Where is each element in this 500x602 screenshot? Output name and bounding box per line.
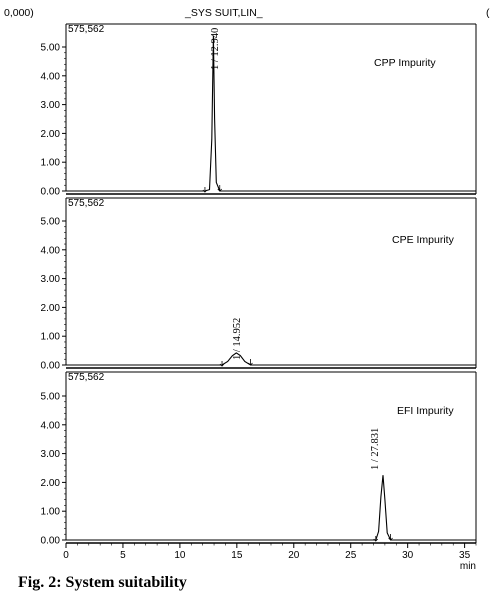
y-tick-label: 1.00 — [41, 158, 61, 169]
peak-label-2: 1 / 14.952 — [232, 318, 243, 360]
trace-panel-3 — [66, 475, 476, 541]
y-tick-label: 2.00 — [41, 478, 61, 489]
peak-start-marker — [219, 361, 225, 367]
y-tick-label: 2.00 — [41, 303, 61, 314]
peak-end-marker — [248, 359, 253, 366]
y-tick-label: 1.00 — [41, 332, 61, 343]
y-tick-label: 4.00 — [41, 420, 61, 431]
y-tick-label: 3.00 — [41, 274, 61, 285]
panel-3-top-value: 575,562 — [68, 372, 105, 383]
peak-label-1: 1 / 12.940 — [210, 28, 221, 70]
impurity-name-3: EFI Impurity — [397, 405, 454, 417]
x-tick-label: 10 — [174, 550, 186, 561]
corner-mark: ( — [486, 7, 490, 19]
panel-2-top-value: 575,562 — [68, 198, 105, 209]
x-tick-label: 0 — [63, 550, 69, 561]
peak-start-marker — [373, 536, 379, 542]
peak-end-marker — [388, 534, 393, 541]
method-label: _SYS SUIT,LIN_ — [184, 7, 263, 19]
y-tick-label: 1.00 — [41, 507, 61, 518]
plot-area: 575,562 0.00 1.00 2.00 3.00 4.00 5.00 1 / 12.94… — [41, 23, 477, 572]
y-tick-label: 4.00 — [41, 245, 61, 256]
trace-panel-2 — [66, 352, 476, 366]
impurity-name-1: CPP Impurity — [374, 57, 436, 69]
peak-start-marker — [202, 187, 208, 193]
y-tick-label: 3.00 — [41, 449, 61, 460]
y-tick-label: 0.00 — [41, 187, 61, 198]
y-tick-label: 5.00 — [41, 217, 61, 228]
x-tick-label: 30 — [402, 550, 414, 561]
peak-end-marker — [217, 185, 223, 192]
y-tick-label: 4.00 — [41, 71, 61, 82]
x-axis-label: min — [460, 561, 476, 572]
peak-label-3: 1 / 27.831 — [370, 428, 381, 470]
x-tick-label: 15 — [231, 550, 243, 561]
x-tick-label: 25 — [345, 550, 357, 561]
y-tick-label: 0.00 — [41, 361, 61, 372]
y-tick-label: 5.00 — [41, 43, 61, 54]
y-tick-label: 5.00 — [41, 392, 61, 403]
x-tick-label: 20 — [288, 550, 300, 561]
panel-1-top-value: 575,562 — [68, 24, 105, 35]
scale-label: 0,000) — [4, 7, 34, 19]
x-tick-label: 5 — [120, 550, 126, 561]
y-tick-label: 2.00 — [41, 129, 61, 140]
y-tick-label: 3.00 — [41, 100, 61, 111]
figure-caption: Fig. 2: System suitability — [18, 574, 187, 591]
y-tick-label: 0.00 — [41, 536, 61, 547]
impurity-name-2: CPE Impurity — [392, 234, 455, 246]
x-tick-label: 35 — [459, 550, 471, 561]
